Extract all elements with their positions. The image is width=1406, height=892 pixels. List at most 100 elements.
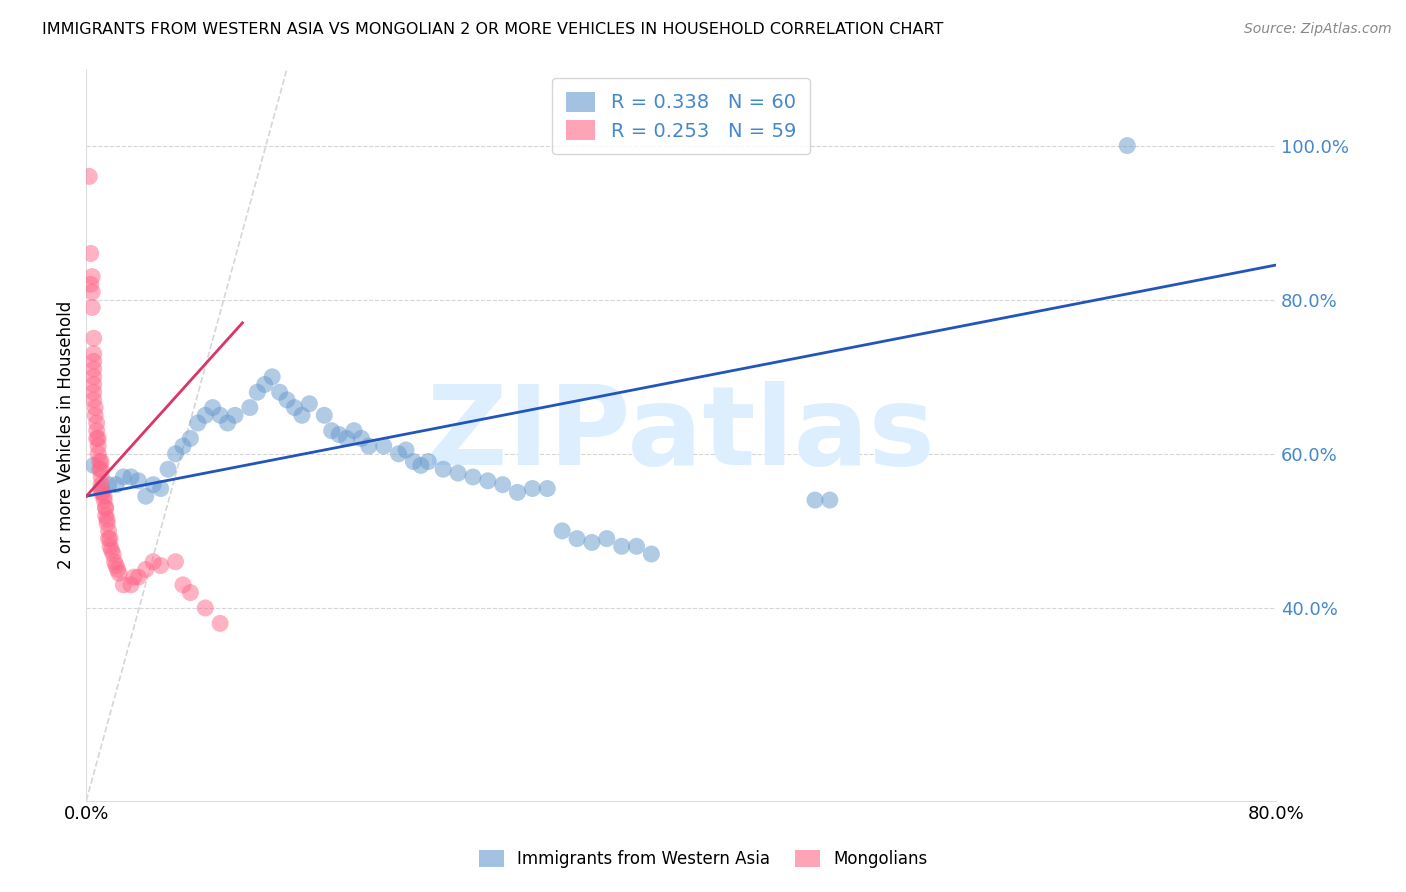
Point [112, 470, 135, 484]
Point [103, 555, 125, 569]
Point [82, 269, 104, 284]
Point [83, 362, 105, 376]
Point [105, 477, 128, 491]
Point [477, 474, 499, 488]
Point [165, 555, 187, 569]
Point [94, 508, 117, 523]
Point [83, 385, 105, 400]
Point [97, 524, 120, 538]
Text: ZIPatlas: ZIPatlas [427, 381, 935, 488]
Point [551, 524, 574, 538]
Point [87, 447, 110, 461]
Point [179, 432, 201, 446]
Point [96, 512, 118, 526]
Point [217, 416, 239, 430]
Point [83, 346, 105, 360]
Point [112, 578, 135, 592]
Point [492, 477, 515, 491]
Point [253, 377, 276, 392]
Point [224, 409, 246, 423]
Point [298, 397, 321, 411]
Point [291, 409, 314, 423]
Point [122, 570, 145, 584]
Point [328, 427, 350, 442]
Point [83, 354, 105, 368]
Point [522, 482, 544, 496]
Point [818, 493, 841, 508]
Point [135, 562, 157, 576]
Point [209, 616, 232, 631]
Point [402, 454, 425, 468]
Point [86, 432, 108, 446]
Point [84, 401, 107, 415]
Point [165, 447, 187, 461]
Point [84, 409, 107, 423]
Point [101, 547, 124, 561]
Point [142, 477, 165, 491]
Legend: R = 0.338   N = 60, R = 0.253   N = 59: R = 0.338 N = 60, R = 0.253 N = 59 [553, 78, 810, 154]
Point [246, 385, 269, 400]
Point [83, 369, 105, 384]
Point [409, 458, 432, 473]
Point [209, 409, 232, 423]
Point [395, 442, 418, 457]
Point [90, 462, 112, 476]
Point [90, 454, 112, 468]
Point [105, 558, 128, 573]
Point [157, 462, 180, 476]
Point [1116, 138, 1139, 153]
Point [269, 385, 291, 400]
Point [83, 377, 105, 392]
Point [91, 485, 114, 500]
Point [93, 489, 115, 503]
Point [93, 493, 115, 508]
Point [90, 482, 112, 496]
Point [610, 539, 633, 553]
Point [447, 466, 470, 480]
Point [94, 500, 117, 515]
Point [804, 493, 827, 508]
Point [149, 558, 172, 573]
Point [97, 477, 120, 491]
Point [86, 416, 108, 430]
Y-axis label: 2 or more Vehicles in Household: 2 or more Vehicles in Household [58, 301, 75, 569]
Point [108, 566, 131, 581]
Point [90, 470, 112, 484]
Point [94, 500, 117, 515]
Point [90, 485, 112, 500]
Point [172, 439, 194, 453]
Point [640, 547, 662, 561]
Legend: Immigrants from Western Asia, Mongolians: Immigrants from Western Asia, Mongolians [472, 843, 934, 875]
Point [335, 432, 357, 446]
Point [432, 462, 454, 476]
Point [461, 470, 484, 484]
Point [172, 578, 194, 592]
Point [100, 543, 122, 558]
Point [83, 458, 105, 473]
Point [83, 392, 105, 407]
Point [343, 424, 366, 438]
Point [506, 485, 529, 500]
Point [194, 409, 217, 423]
Point [82, 301, 104, 315]
Point [142, 555, 165, 569]
Point [201, 401, 224, 415]
Point [314, 409, 336, 423]
Point [98, 532, 121, 546]
Point [120, 470, 142, 484]
Point [194, 601, 217, 615]
Point [86, 424, 108, 438]
Point [149, 482, 172, 496]
Point [357, 439, 380, 453]
Point [418, 454, 440, 468]
Point [80, 277, 103, 292]
Point [536, 482, 558, 496]
Text: Source: ZipAtlas.com: Source: ZipAtlas.com [1244, 22, 1392, 37]
Point [120, 578, 142, 592]
Point [89, 462, 111, 476]
Point [96, 516, 118, 531]
Point [581, 535, 603, 549]
Point [565, 532, 588, 546]
Point [127, 570, 149, 584]
Point [350, 432, 373, 446]
